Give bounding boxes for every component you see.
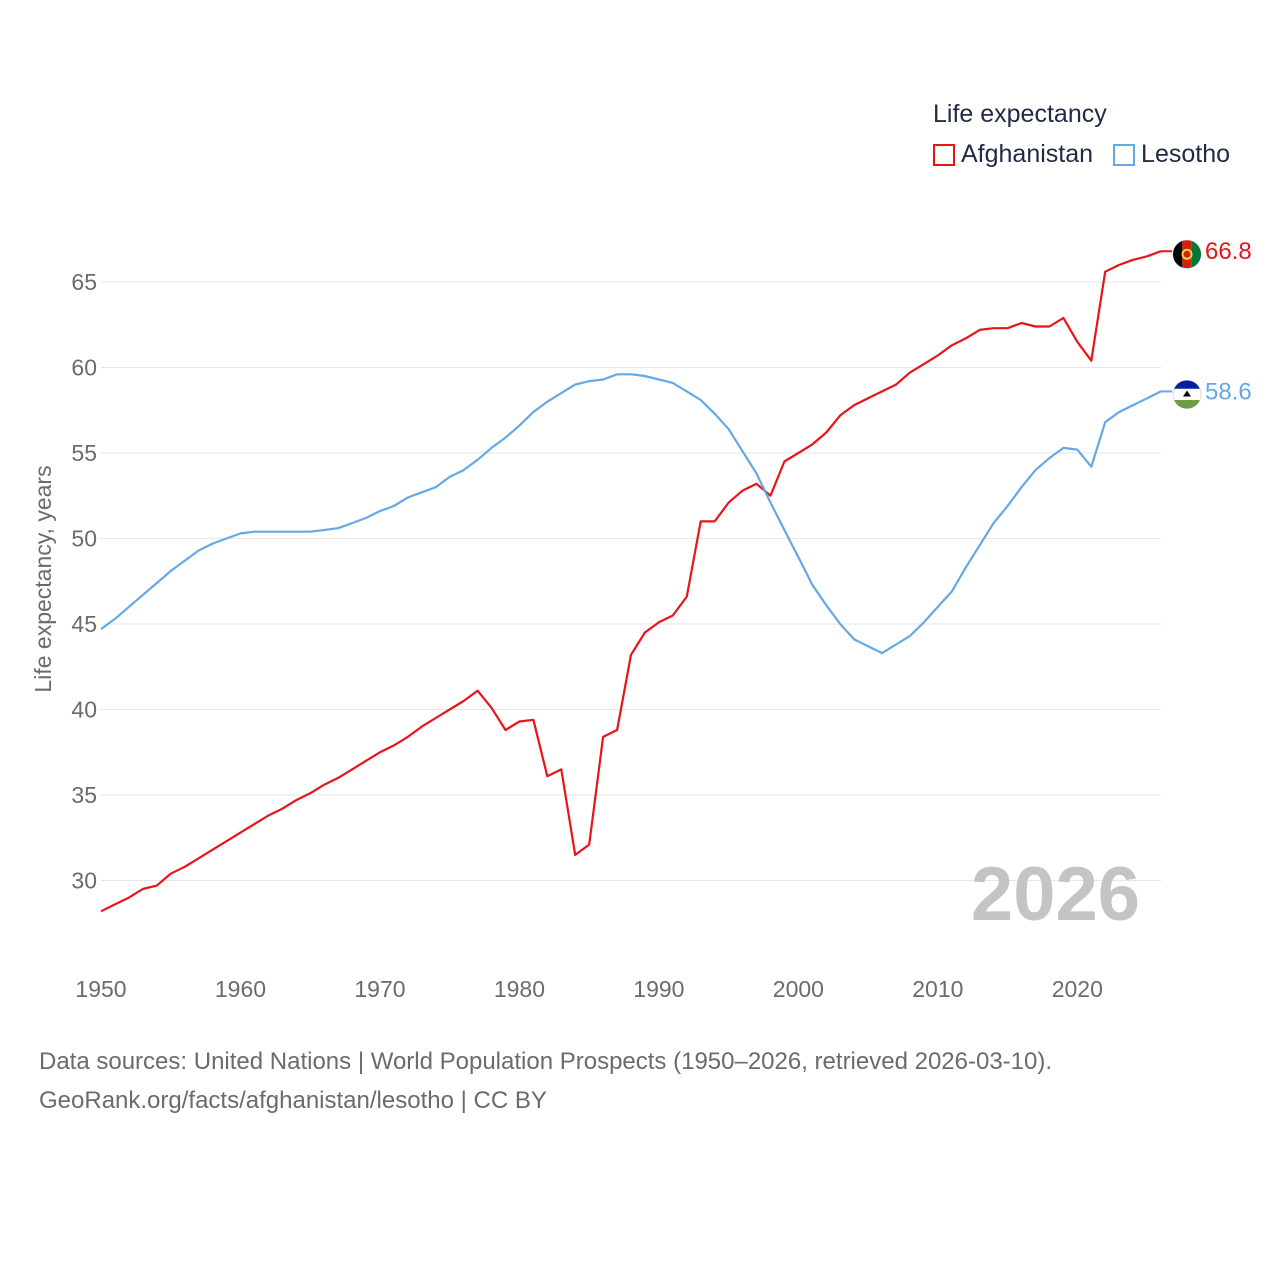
series-lines [100, 250, 1162, 913]
flag-icon-lesotho [1172, 379, 1202, 409]
x-tick-1960: 1960 [215, 976, 266, 1002]
flag-icon-afghanistan [1172, 239, 1202, 269]
y-tick-35: 35 [71, 782, 97, 808]
x-tick-2010: 2010 [912, 976, 963, 1002]
x-tick-1950: 1950 [75, 976, 126, 1002]
x-tick-1980: 1980 [494, 976, 545, 1002]
y-tick-30: 30 [71, 868, 97, 894]
y-tick-65: 65 [71, 269, 97, 295]
series-line-afghanistan [100, 250, 1162, 913]
year-watermark: 2026 [971, 852, 1140, 937]
legend-item-lesotho[interactable]: Lesotho [1113, 140, 1230, 169]
legend: Afghanistan Lesotho [933, 140, 1250, 169]
y-tick-45: 45 [71, 611, 97, 637]
legend-title: Life expectancy [933, 100, 1107, 128]
y-axis-label: Life expectancy, years [30, 465, 56, 692]
y-tick-40: 40 [71, 697, 97, 723]
end-label-lesotho: 58.6 [1205, 378, 1252, 405]
footer-line-sources: Data sources: United Nations | World Pop… [39, 1048, 1053, 1075]
y-axis-ticks: 30 35 40 45 50 55 60 65 [71, 269, 97, 894]
x-tick-2020: 2020 [1052, 976, 1103, 1002]
footer-sources: Data sources: United Nations | World Pop… [39, 1042, 1052, 1120]
x-tick-1970: 1970 [354, 976, 405, 1002]
legend-label-lesotho: Lesotho [1141, 140, 1231, 168]
x-tick-1990: 1990 [633, 976, 684, 1002]
legend-swatch-afghanistan [933, 143, 955, 166]
y-tick-60: 60 [71, 355, 97, 381]
x-tick-2000: 2000 [773, 976, 824, 1002]
series-line-lesotho [100, 373, 1162, 655]
legend-item-afghanistan[interactable]: Afghanistan [933, 140, 1093, 169]
footer-line-credit[interactable]: GeoRank.org/facts/afghanistan/lesotho | … [39, 1087, 547, 1114]
legend-label-afghanistan: Afghanistan [961, 140, 1094, 168]
x-axis-ticks: 1950 1960 1970 1980 1990 2000 2010 2020 [75, 976, 1102, 1002]
legend-swatch-lesotho [1113, 143, 1136, 166]
end-label-afghanistan: 66.8 [1205, 238, 1252, 265]
end-markers: 66.8 58.6 [1161, 238, 1252, 409]
y-tick-55: 55 [71, 440, 97, 466]
y-tick-50: 50 [71, 526, 97, 552]
gridlines [101, 281, 1161, 881]
